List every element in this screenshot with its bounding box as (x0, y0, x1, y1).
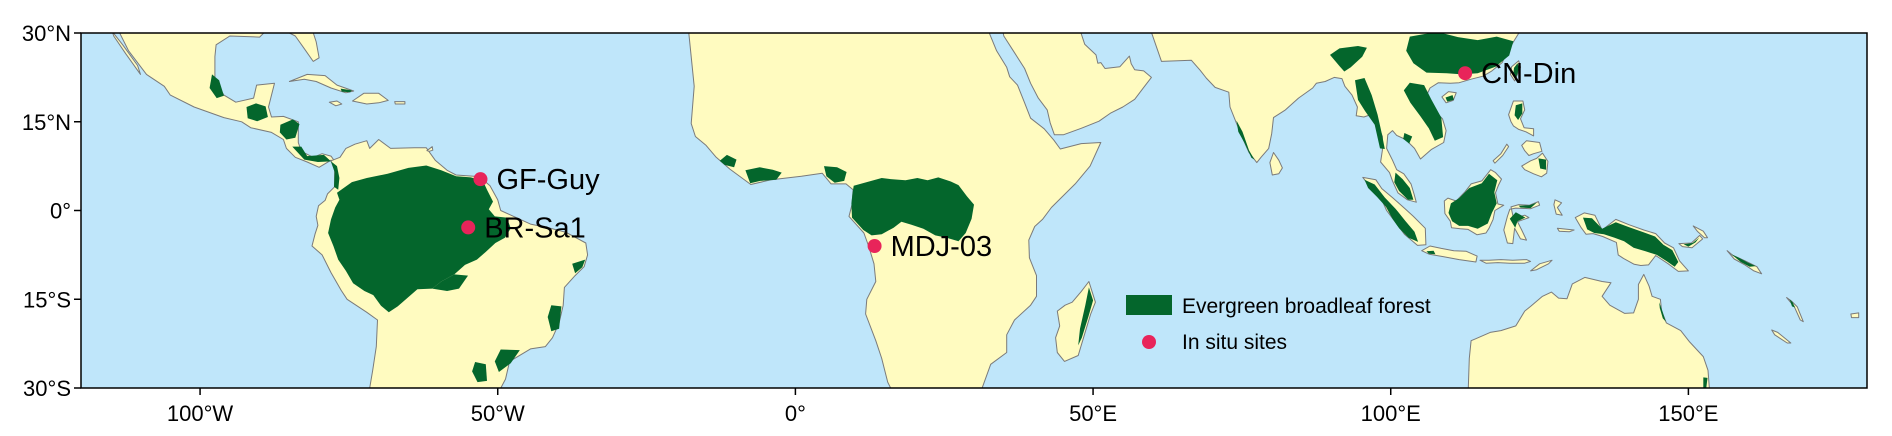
land-seram (1556, 227, 1575, 233)
sites-layer: GF-Guy BR-Sa1 MDJ-03 CN-Din (461, 58, 1576, 263)
site-label-cn-din: CN-Din (1481, 58, 1576, 90)
forest-sumatra (1364, 179, 1419, 242)
lon-tick-label: 150°E (1658, 401, 1718, 426)
land-fiji (1850, 312, 1860, 319)
lat-tick-label: 30°N (22, 21, 71, 46)
legend-forest-label: Evergreen broadleaf forest (1182, 295, 1431, 318)
forest-atlantic-3 (472, 362, 487, 383)
forest-south-china (1406, 33, 1514, 75)
forest-java (1426, 250, 1436, 255)
forest-northeast-india (1330, 46, 1367, 72)
land-madagascar (1055, 281, 1096, 362)
forest-australia-nsw (1703, 377, 1708, 388)
land-hispaniola (352, 92, 389, 105)
forest-philippines-mindanao (1538, 158, 1547, 170)
lon-tick-label: 100°W (167, 401, 234, 426)
lat-axis: 30°N 15°N 0° 15°S 30°S (22, 21, 81, 401)
land-palawan (1492, 143, 1510, 164)
site-marker-cn-din (1458, 66, 1473, 81)
site-label-br-sa1: BR-Sa1 (484, 212, 586, 244)
forest-borneo (1448, 173, 1498, 229)
land-australia (1467, 273, 1710, 388)
forest-taiwan (1513, 63, 1520, 79)
site-marker-br-sa1 (461, 220, 476, 235)
forest-vanuatu (1789, 299, 1795, 308)
forest-new-britain (1683, 237, 1700, 247)
forest-amazon-south (432, 274, 468, 291)
land-arabia (1002, 33, 1152, 136)
land-asia-south (1151, 33, 1520, 203)
lat-tick-label: 30°S (23, 376, 71, 401)
forest-central-america-1 (246, 103, 268, 122)
lon-tick-label: 50°W (471, 401, 525, 426)
lon-tick-label: 100°E (1361, 401, 1421, 426)
forest-central-america-3 (292, 146, 331, 162)
lat-tick-label: 15°S (23, 287, 71, 312)
forest-atlantic-1 (547, 305, 562, 332)
forest-amazon (328, 165, 511, 313)
land-lesser-sunda (1479, 259, 1532, 264)
forest-malay-peninsula (1394, 172, 1414, 200)
site-marker-mdj-03 (867, 239, 882, 253)
site-label-mdj-03: MDJ-03 (891, 231, 993, 263)
lat-tick-label: 0° (50, 199, 71, 224)
forest-solomons (1731, 254, 1756, 267)
forest-nigeria (824, 166, 847, 183)
forest-cuba (340, 88, 352, 93)
legend: Evergreen broadleaf forest In situ sites (1126, 295, 1431, 354)
forest-hainan (1445, 95, 1454, 102)
forest-western-ghats (1236, 120, 1255, 160)
legend-sites-label: In situ sites (1182, 331, 1287, 354)
lat-tick-label: 15°N (22, 110, 71, 135)
land-luzon (1508, 100, 1535, 137)
forest-choco (331, 161, 340, 190)
forest-myanmar (1355, 78, 1385, 149)
land-trinidad (426, 146, 434, 152)
forest-sulawesi (1509, 212, 1526, 228)
site-label-gf-guy: GF-Guy (496, 164, 600, 196)
forest-layer (209, 33, 1795, 388)
legend-forest-swatch (1126, 295, 1172, 315)
site-marker-gf-guy (473, 172, 488, 187)
land-visayas (1521, 140, 1543, 156)
land-puerto-rico (394, 101, 406, 105)
forest-guinea (719, 154, 737, 168)
forest-sulawesi-north (1518, 202, 1537, 209)
land-new-caledonia (1771, 329, 1792, 344)
forest-central-america-2 (279, 119, 300, 140)
land-new-ireland (1692, 225, 1708, 239)
legend-site-marker (1142, 335, 1156, 349)
land-sri-lanka (1269, 152, 1283, 176)
forest-new-guinea (1583, 217, 1679, 267)
lon-tick-label: 0° (785, 401, 806, 426)
land-timor (1530, 259, 1553, 272)
lon-tick-label: 50°E (1069, 401, 1117, 426)
forest-cambodia-thailand (1403, 133, 1413, 144)
forest-australia-qld (1659, 302, 1666, 322)
forest-philippines-luzon (1514, 103, 1523, 120)
land-halmahera (1553, 199, 1563, 216)
forest-west-africa (745, 167, 782, 184)
land-java (1421, 245, 1478, 263)
forest-madagascar (1078, 287, 1094, 346)
land-jamaica (328, 100, 343, 107)
forest-mexico (209, 74, 224, 99)
land-sulawesi (1503, 201, 1541, 245)
forest-congo (851, 177, 974, 242)
forest-atlantic-4 (572, 259, 586, 274)
forest-atlantic-2 (494, 349, 520, 372)
lon-axis: 100°W 50°W 0° 50°E 100°E 150°E (167, 388, 1718, 426)
forest-vietnam-laos (1403, 82, 1444, 141)
